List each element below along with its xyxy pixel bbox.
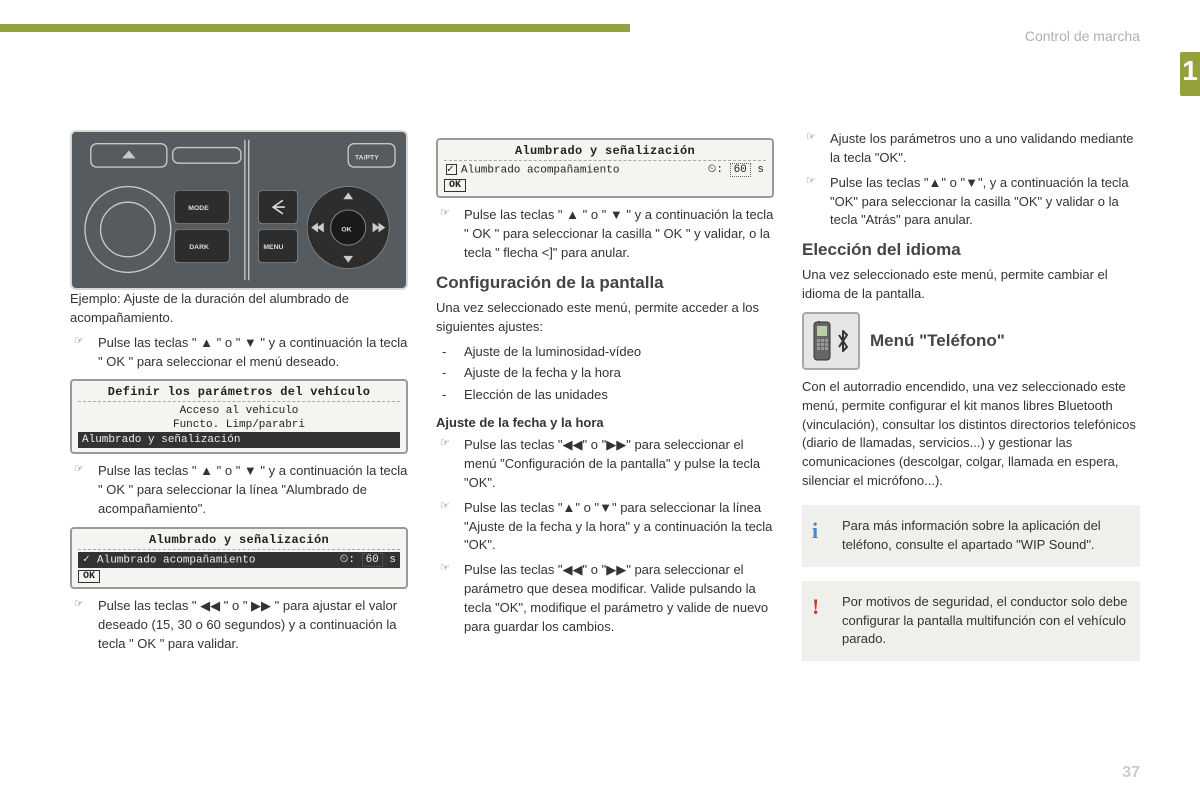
instruction: Pulse las teclas " ◀◀ " o " ▶▶ " para aj… — [70, 597, 408, 654]
lcd-title: Alumbrado y señalización — [444, 144, 766, 161]
header-accent-bar — [0, 24, 630, 32]
column-2: Alumbrado y señalización Alumbrado acomp… — [436, 130, 774, 750]
info-text: Para más información sobre la aplicación… — [842, 518, 1101, 552]
warning-icon: ! — [812, 591, 819, 623]
svg-text:MENU: MENU — [263, 244, 283, 251]
lcd-screen-3: Alumbrado y señalización Alumbrado acomp… — [436, 138, 774, 198]
lcd-title: Alumbrado y señalización — [78, 533, 400, 550]
svg-text:OK: OK — [341, 226, 351, 233]
lcd-line: Acceso al vehiculo — [78, 404, 400, 418]
radio-controls-illustration: TA/PTY MODE DARK MENU OK — [70, 130, 408, 290]
checkbox-icon — [446, 164, 457, 175]
paragraph: Con el autorradio encendido, una vez sel… — [802, 378, 1140, 491]
ok-box: OK — [444, 179, 466, 192]
lcd-screen-2: Alumbrado y señalización Alumbrado acomp… — [70, 527, 408, 589]
section-label: Control de marcha — [1025, 28, 1140, 44]
lcd-line-selected: Alumbrado y señalización — [78, 432, 400, 448]
lcd-title: Definir los parámetros del vehículo — [78, 385, 400, 402]
heading-phone-menu: Menú "Teléfono" — [870, 331, 1005, 351]
content-columns: TA/PTY MODE DARK MENU OK — [70, 130, 1140, 750]
instruction: Pulse las teclas "◀◀" o "▶▶" para selecc… — [436, 436, 774, 493]
page-number: 37 — [1122, 764, 1140, 782]
phone-menu-block: Menú "Teléfono" — [802, 312, 1140, 370]
svg-text:MODE: MODE — [188, 205, 209, 212]
list-item: Elección de las unidades — [436, 386, 774, 405]
column-3: Ajuste los parámetros uno a uno validand… — [802, 130, 1140, 750]
warning-text: Por motivos de seguridad, el conductor s… — [842, 594, 1127, 647]
ok-box: OK — [78, 570, 100, 583]
lcd-line: Alumbrado acompañamiento ⏲: 60 s — [444, 163, 766, 177]
heading-date-time: Ajuste de la fecha y la hora — [436, 415, 774, 430]
instruction: Pulse las teclas "◀◀" o "▶▶" para selecc… — [436, 561, 774, 636]
list-item: Ajuste de la luminosidad-vídeo — [436, 343, 774, 362]
instruction: Pulse las teclas "▲" o "▼" para seleccio… — [436, 499, 774, 556]
column-1: TA/PTY MODE DARK MENU OK — [70, 130, 408, 750]
checkbox-icon — [82, 554, 93, 565]
svg-text:DARK: DARK — [189, 244, 209, 251]
list-item: Ajuste de la fecha y la hora — [436, 364, 774, 383]
lcd-screen-1: Definir los parámetros del vehículo Acce… — [70, 379, 408, 454]
heading-language: Elección del idioma — [802, 240, 1140, 260]
phone-bluetooth-icon — [802, 312, 860, 370]
caption: Ejemplo: Ajuste de la duración del alumb… — [70, 290, 408, 328]
lcd-line-selected: Alumbrado acompañamiento ⏲: 60 s — [78, 552, 400, 568]
lcd-line: Functo. Limp/parabri — [78, 418, 400, 432]
paragraph: Una vez seleccionado este menú, permite … — [802, 266, 1140, 304]
heading-screen-config: Configuración de la pantalla — [436, 273, 774, 293]
chapter-tab: 1 — [1180, 52, 1200, 96]
instruction: Pulse las teclas " ▲ " o " ▼ " y a conti… — [436, 206, 774, 263]
instruction: Ajuste los parámetros uno a uno validand… — [802, 130, 1140, 168]
tapty-label: TA/PTY — [355, 154, 379, 161]
instruction: Pulse las teclas " ▲ " o " ▼ " y a conti… — [70, 462, 408, 519]
info-icon: i — [812, 515, 818, 547]
instruction: Pulse las teclas "▲" o "▼", y a continua… — [802, 174, 1140, 231]
info-callout: i Para más información sobre la aplicaci… — [802, 505, 1140, 567]
paragraph: Una vez seleccionado este menú, permite … — [436, 299, 774, 337]
warning-callout: ! Por motivos de seguridad, el conductor… — [802, 581, 1140, 662]
instruction: Pulse las teclas " ▲ " o " ▼ " y a conti… — [70, 334, 408, 372]
